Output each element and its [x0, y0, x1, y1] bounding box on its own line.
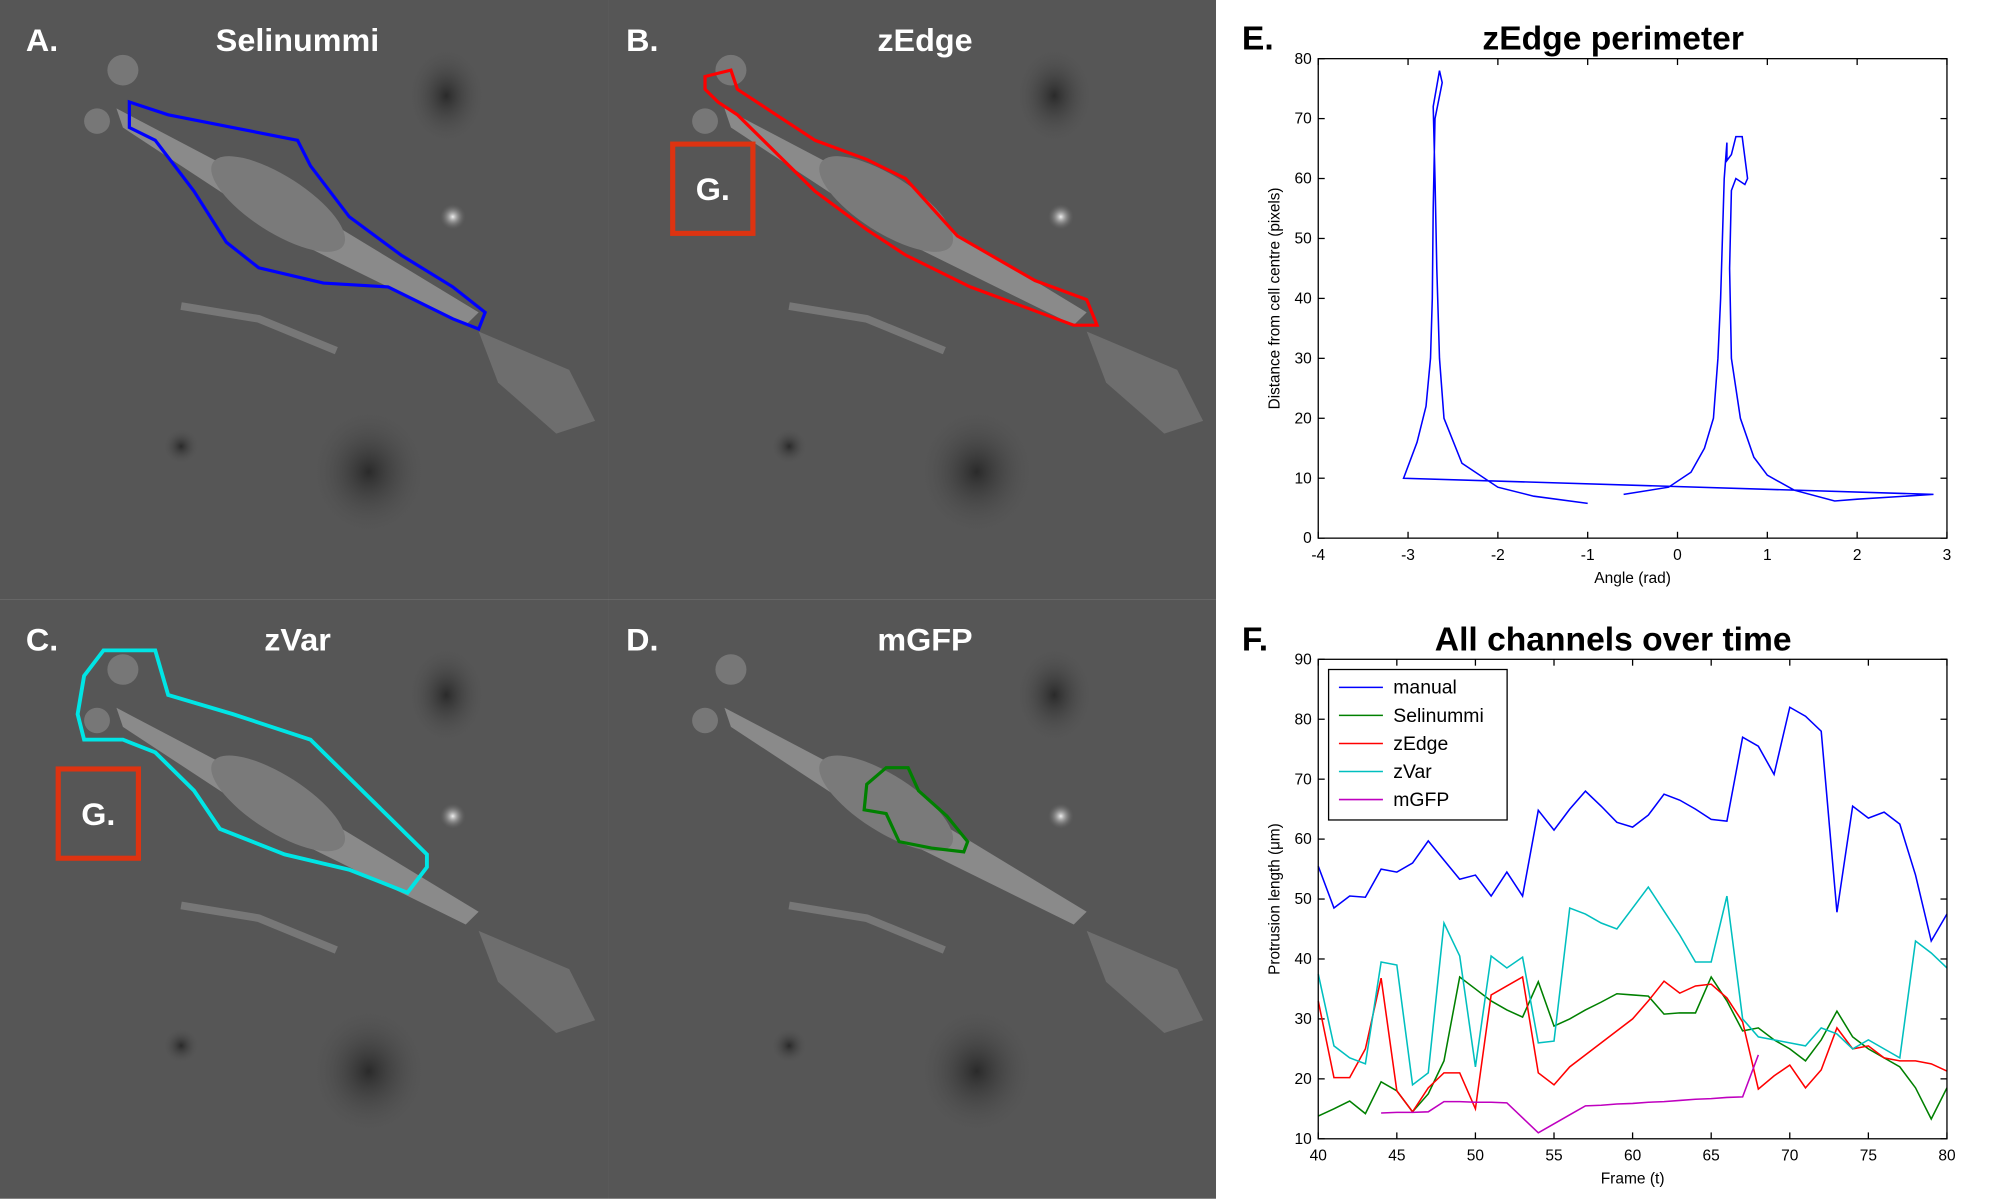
- x-tick-label: 55: [1545, 1148, 1562, 1165]
- panel-label: C.: [26, 622, 58, 658]
- chart-title: zEdge perimeter: [1482, 21, 1744, 58]
- x-tick-label: 40: [1310, 1148, 1327, 1165]
- y-tick-label: 50: [1295, 891, 1312, 908]
- panel-label: D.: [626, 622, 658, 658]
- y-tick-label: 10: [1295, 1131, 1312, 1148]
- data-line: [1402, 70, 1934, 505]
- panel-title: zVar: [264, 622, 331, 658]
- y-tick-label: 50: [1295, 231, 1312, 248]
- legend-box: [1327, 668, 1508, 821]
- x-axis-label: Angle (rad): [1594, 570, 1671, 587]
- x-tick-label: -2: [1491, 547, 1505, 564]
- x-tick-label: 70: [1781, 1148, 1798, 1165]
- y-tick-label: 40: [1295, 951, 1312, 968]
- y-tick-label: 60: [1295, 171, 1312, 188]
- plot-frame: [1317, 658, 1948, 1140]
- data-line: [1317, 975, 1948, 1114]
- legend-label: mGFP: [1393, 790, 1449, 811]
- panel-title: Selinummi: [216, 22, 380, 58]
- y-tick-label: 90: [1295, 651, 1312, 668]
- x-tick-label: 75: [1860, 1148, 1877, 1165]
- y-tick-label: 70: [1295, 111, 1312, 128]
- x-tick-label: 45: [1388, 1148, 1405, 1165]
- y-tick-label: 0: [1303, 530, 1312, 547]
- panel-title: mGFP: [877, 622, 972, 658]
- outline: [862, 766, 970, 854]
- data-line: [1381, 1054, 1760, 1134]
- panel-c: G. C. zVar: [0, 599, 608, 1198]
- x-tick-label: 3: [1943, 547, 1952, 564]
- x-tick-label: -3: [1401, 547, 1415, 564]
- y-tick-label: 80: [1295, 711, 1312, 728]
- panel-label: A.: [26, 22, 58, 58]
- panel-a: A. Selinummi: [0, 0, 608, 599]
- x-tick-label: 2: [1853, 547, 1862, 564]
- chart-area: [1216, 0, 2000, 1200]
- inset-label: G.: [81, 796, 115, 832]
- y-tick-label: 20: [1295, 410, 1312, 427]
- outline: [703, 68, 1100, 327]
- y-tick-label: 30: [1295, 351, 1312, 368]
- panel-title: zEdge: [877, 22, 972, 58]
- y-tick-label: 10: [1295, 470, 1312, 487]
- plot-frame: [1317, 58, 1948, 539]
- inset-label: G.: [696, 171, 730, 207]
- x-axis-label: Frame (t): [1601, 1171, 1665, 1188]
- inset-box: [55, 766, 142, 861]
- x-tick-label: 50: [1467, 1148, 1484, 1165]
- x-tick-label: 0: [1673, 547, 1682, 564]
- y-tick-label: 20: [1295, 1071, 1312, 1088]
- x-tick-label: -1: [1581, 547, 1595, 564]
- legend-label: Selinummi: [1393, 706, 1484, 727]
- y-axis-label: Distance from cell centre (pixels): [1266, 187, 1283, 409]
- outline: [127, 99, 488, 332]
- legend-label: manual: [1393, 678, 1457, 699]
- x-tick-label: 60: [1624, 1148, 1641, 1165]
- panel-d: D. mGFP: [608, 599, 1216, 1198]
- y-tick-label: 70: [1295, 771, 1312, 788]
- chart-title: All channels over time: [1435, 622, 1792, 659]
- data-line: [1317, 706, 1948, 944]
- y-tick-label: 40: [1295, 291, 1312, 308]
- data-line: [1317, 975, 1948, 1121]
- outline: [75, 648, 429, 895]
- x-tick-label: -4: [1311, 547, 1325, 564]
- inset-box: [670, 141, 756, 236]
- legend-label: zEdge: [1393, 734, 1448, 755]
- y-tick-label: 80: [1295, 51, 1312, 68]
- panel-label: B.: [626, 22, 658, 58]
- x-tick-label: 1: [1763, 547, 1772, 564]
- panel-label: F.: [1242, 622, 1268, 659]
- y-axis-label: Protrusion length (μm): [1266, 823, 1283, 975]
- x-tick-label: 65: [1703, 1148, 1720, 1165]
- panel-label: E.: [1242, 21, 1274, 58]
- panel-b: G. B. zEdge: [608, 0, 1216, 599]
- y-tick-label: 60: [1295, 831, 1312, 848]
- y-tick-label: 30: [1295, 1011, 1312, 1028]
- data-line: [1317, 885, 1948, 1087]
- legend-label: zVar: [1393, 762, 1432, 783]
- x-tick-label: 80: [1938, 1148, 1955, 1165]
